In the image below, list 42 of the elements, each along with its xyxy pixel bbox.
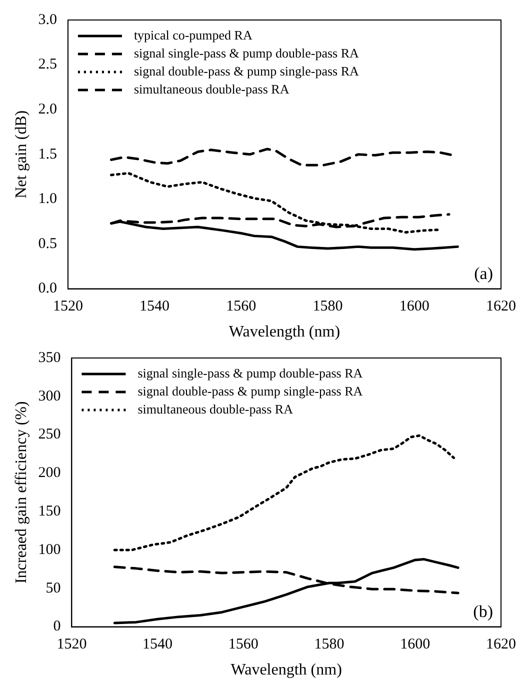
y-tick-label: 200 xyxy=(38,465,61,482)
y-tick-label: 50 xyxy=(46,580,61,596)
x-tick-label: 1620 xyxy=(486,298,516,315)
y-axis-title: Net gain (dB) xyxy=(12,110,30,198)
annotation: (a) xyxy=(474,264,493,283)
legend-label: simultaneous double-pass RA xyxy=(134,81,290,96)
x-tick-label: 1600 xyxy=(400,636,430,653)
y-tick-label: 150 xyxy=(38,504,61,520)
y-tick-label: 250 xyxy=(38,426,61,443)
y-tick-label: 100 xyxy=(38,542,61,558)
y-tick-label: 1.0 xyxy=(38,191,57,208)
legend-label: signal double-pass & pump single-pass RA xyxy=(138,383,364,398)
y-tick-label: 3.0 xyxy=(38,12,57,28)
x-tick-label: 1620 xyxy=(486,636,516,653)
y-tick-label: 2.0 xyxy=(38,102,57,118)
y-tick-label: 300 xyxy=(38,388,61,404)
y-tick-label: 350 xyxy=(38,350,61,366)
x-axis-title: Wavelength (nm) xyxy=(230,662,342,679)
x-tick-label: 1520 xyxy=(52,298,83,315)
x-axis-title: Wavelength (nm) xyxy=(228,324,340,341)
x-tick-label: 1540 xyxy=(140,298,170,315)
y-tick-label: 0.5 xyxy=(38,236,57,252)
annotation: (b) xyxy=(473,602,493,621)
x-tick-label: 1520 xyxy=(56,636,87,653)
legend-label: signal double-pass & pump single-pass RA xyxy=(134,63,360,78)
y-tick-label: 2.5 xyxy=(38,56,57,73)
legend-label: simultaneous double-pass RA xyxy=(138,401,294,416)
x-tick-label: 1540 xyxy=(142,636,173,653)
x-tick-label: 1580 xyxy=(314,636,344,653)
x-tick-label: 1560 xyxy=(228,636,258,653)
legend-label: signal single-pass & pump double-pass RA xyxy=(138,365,364,380)
y-tick-label: 0.0 xyxy=(38,280,57,297)
legend-label: typical co-pumped RA xyxy=(134,27,253,42)
line-series xyxy=(113,434,456,552)
x-tick-label: 1580 xyxy=(312,298,343,315)
y-axis-title: Increaed gain efficiency (%) xyxy=(12,401,30,584)
y-tick-label: 1.5 xyxy=(38,146,57,162)
x-tick-label: 1560 xyxy=(226,298,256,315)
line-series xyxy=(110,148,455,166)
y-tick-label: 0 xyxy=(53,618,61,635)
legend-label: signal single-pass & pump double-pass RA xyxy=(134,45,360,60)
x-tick-label: 1600 xyxy=(399,298,430,315)
